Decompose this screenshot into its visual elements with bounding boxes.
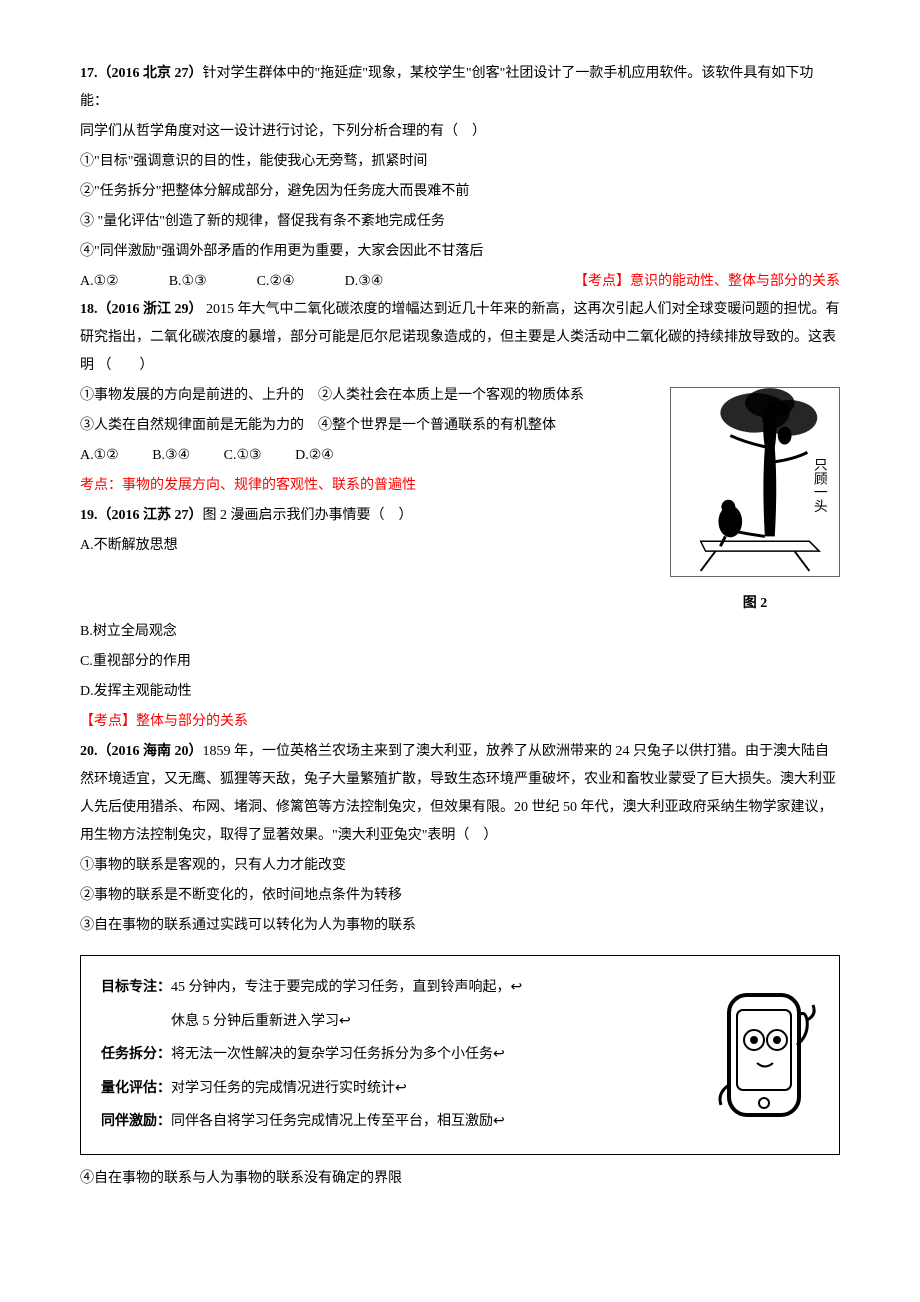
q18-block: 18.（2016 浙江 29） 2015 年大气中二氧化碳浓度的增幅达到近几十年… <box>80 296 840 380</box>
q17-optB: B.①③ <box>169 268 207 296</box>
q19-optC: C.重视部分的作用 <box>80 648 840 676</box>
q20-item2: ②事物的联系是不断变化的，依时间地点条件为转移 <box>80 882 840 910</box>
f4-label: 同伴激励： <box>101 1114 171 1129</box>
q18-header: 18.（2016 浙江 29） <box>80 302 203 317</box>
q19-block: 19.（2016 江苏 27）图 2 漫画启示我们办事情要（ ） <box>80 502 655 530</box>
q17-optD: D.③④ <box>345 268 384 296</box>
q19-intro: 图 2 漫画启示我们办事情要（ ） <box>203 508 413 523</box>
feature-1b: 休息 5 分钟后重新进入学习↩ <box>101 1005 689 1039</box>
q17-item2: ②"任务拆分"把整体分解成部分，避免因为任务庞大而畏难不前 <box>80 178 840 206</box>
phone-character-icon <box>709 985 819 1125</box>
q17-header: 17.（2016 北京 27） <box>80 66 203 81</box>
f3-text: 对学习任务的完成情况进行实时统计 <box>171 1081 395 1096</box>
feature-4: 同伴激励：同伴各自将学习任务完成情况上传至平台，相互激励↩ <box>101 1105 689 1139</box>
q20-block: 20.（2016 海南 20）1859 年，一位英格兰农场主来到了澳大利亚，放养… <box>80 738 840 850</box>
svg-text:只顾一头: 只顾一头 <box>812 457 828 513</box>
q18-options: A.①② B.③④ C.①③ D.②④ <box>80 442 655 470</box>
q18-optD: D.②④ <box>295 448 334 463</box>
q18-optB: B.③④ <box>152 448 190 463</box>
q20-item4: ④自在事物的联系与人为事物的联系没有确定的界限 <box>80 1165 840 1193</box>
f2-label: 任务拆分： <box>101 1047 171 1062</box>
q20-item1: ①事物的联系是客观的，只有人力才能改变 <box>80 852 840 880</box>
q17-optC: C.②④ <box>257 268 295 296</box>
f3-label: 量化评估： <box>101 1081 171 1096</box>
f1-label: 目标专注： <box>101 980 171 995</box>
feature-3: 量化评估：对学习任务的完成情况进行实时统计↩ <box>101 1072 689 1106</box>
q18-optA: A.①② <box>80 448 119 463</box>
q17-item3: ③ "量化评估"创造了新的规律，督促我有条不紊地完成任务 <box>80 208 840 236</box>
q17-options: A.①② B.①③ C.②④ D.③④ 【考点】意识的能动性、整体与部分的关系 <box>80 268 840 296</box>
q19-optD: D.发挥主观能动性 <box>80 678 840 706</box>
feature-box: 目标专注：45 分钟内，专注于要完成的学习任务，直到铃声响起，↩ 休息 5 分钟… <box>80 955 840 1155</box>
q18-exam-point: 考点：事物的发展方向、规律的客观性、联系的普遍性 <box>80 472 655 500</box>
q19-optA: A.不断解放思想 <box>80 532 655 560</box>
q19-header: 19.（2016 江苏 27） <box>80 508 203 523</box>
q17-discuss: 同学们从哲学角度对这一设计进行讨论，下列分析合理的有（ ） <box>80 118 840 146</box>
q18-optC: C.①③ <box>224 448 262 463</box>
q19-optB: B.树立全局观念 <box>80 618 840 646</box>
f1-text: 45 分钟内，专注于要完成的学习任务，直到铃声响起， <box>171 980 511 995</box>
q17-item4: ④"同伴激励"强调外部矛盾的作用更为重要，大家会因此不甘落后 <box>80 238 840 266</box>
q17-exam-point: 【考点】意识的能动性、整体与部分的关系 <box>574 268 840 296</box>
f1-text2: 休息 5 分钟后重新进入学习 <box>171 1014 339 1029</box>
q20-item3: ③自在事物的联系通过实践可以转化为人为事物的联系 <box>80 912 840 940</box>
q17-optA: A.①② <box>80 268 119 296</box>
feature-content: 目标专注：45 分钟内，专注于要完成的学习任务，直到铃声响起，↩ 休息 5 分钟… <box>101 971 689 1139</box>
q19-exam-point: 【考点】整体与部分的关系 <box>80 708 840 736</box>
f2-text: 将无法一次性解决的复杂学习任务拆分为多个小任务 <box>171 1047 493 1062</box>
feature-2: 任务拆分：将无法一次性解决的复杂学习任务拆分为多个小任务↩ <box>101 1038 689 1072</box>
tree-cartoon-icon: 只顾一头 <box>670 387 840 577</box>
f4-text: 同伴各自将学习任务完成情况上传至平台，相互激励 <box>171 1114 493 1129</box>
q20-header: 20.（2016 海南 20） <box>80 744 203 759</box>
q17-item1: ①"目标"强调意识的目的性，能使我心无旁骛，抓紧时间 <box>80 148 840 176</box>
q18-item12: ①事物发展的方向是前进的、上升的 ②人类社会在本质上是一个客观的物质体系 <box>80 382 655 410</box>
q18-figure-caption: 图 2 <box>670 590 840 618</box>
q18-item34: ③人类在自然规律面前是无能为力的 ④整个世界是一个普通联系的有机整体 <box>80 412 655 440</box>
q17-block: 17.（2016 北京 27）针对学生群体中的"拖延症"现象，某校学生"创客"社… <box>80 60 840 116</box>
q18-figure: 只顾一头 图 2 <box>670 387 840 618</box>
feature-1: 目标专注：45 分钟内，专注于要完成的学习任务，直到铃声响起，↩ <box>101 971 689 1005</box>
